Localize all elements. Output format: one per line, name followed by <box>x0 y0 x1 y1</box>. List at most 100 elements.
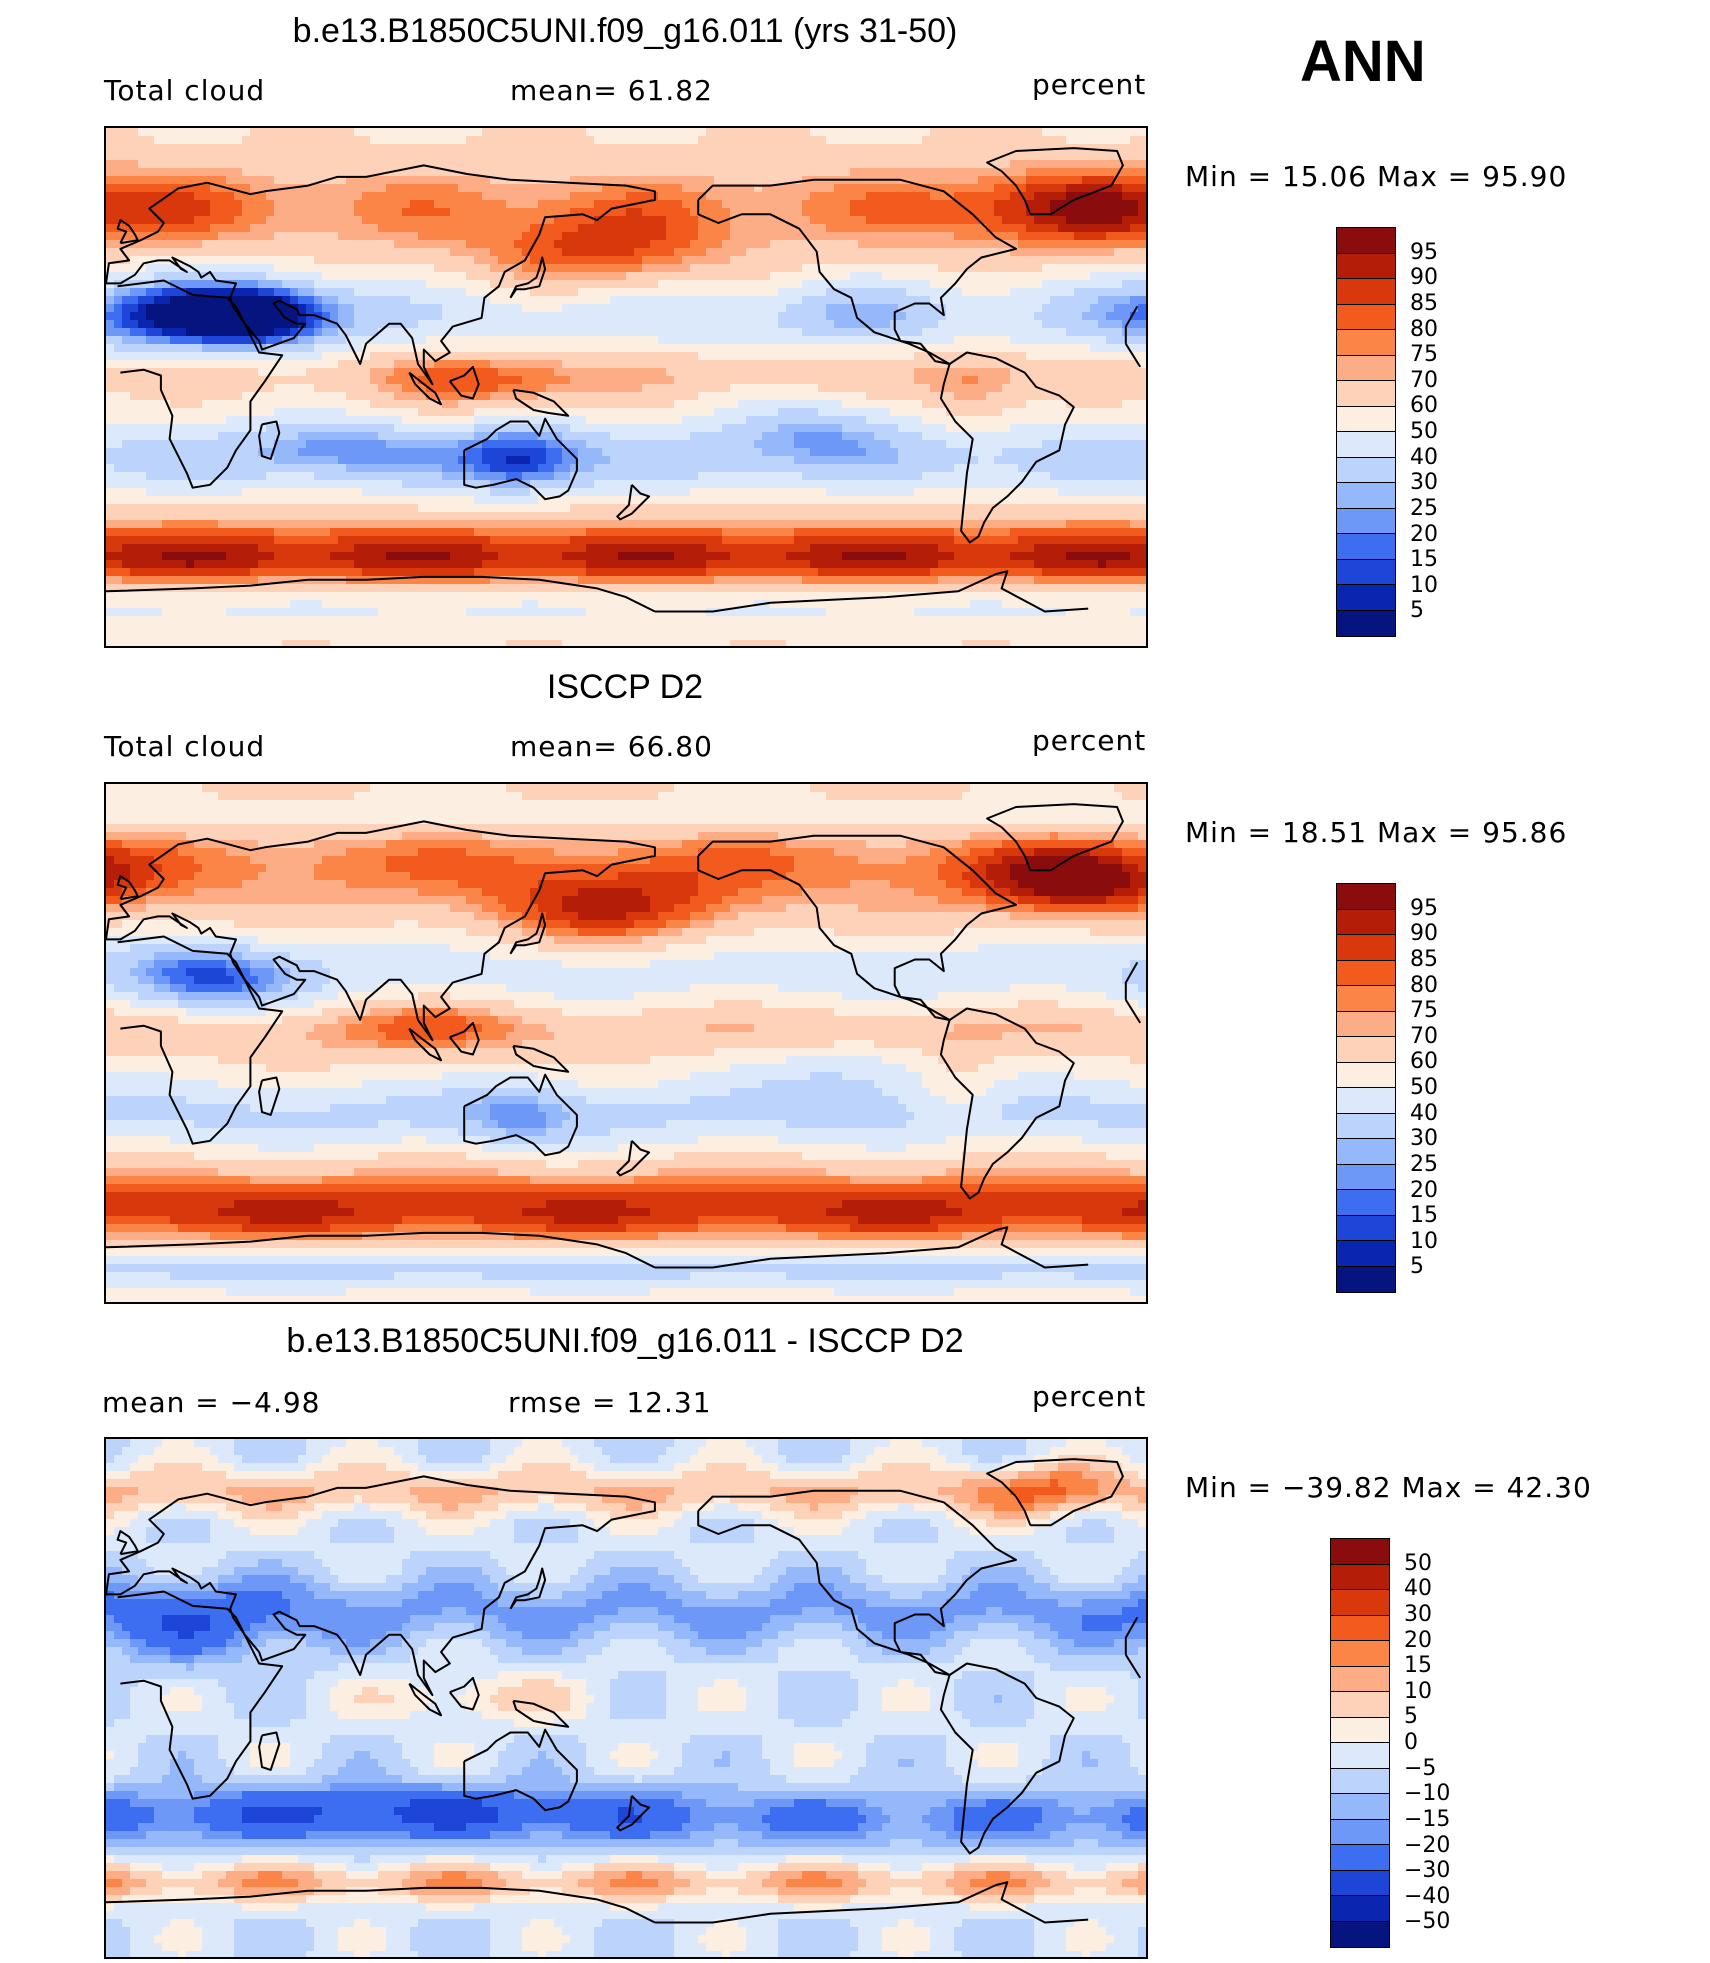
colorbar-level-label: 15 <box>1410 1205 1438 1227</box>
colorbar-level-label: −20 <box>1404 1834 1450 1857</box>
colorbar-swatch <box>1331 1666 1389 1692</box>
panel-2-left-label: Total cloud <box>104 730 265 763</box>
colorbar-swatch <box>1337 559 1395 585</box>
colorbar-level-label: −40 <box>1404 1885 1450 1908</box>
colorbar-level-label: 10 <box>1404 1680 1432 1703</box>
coastline <box>512 1044 570 1073</box>
colorbar-swatch <box>1331 1845 1389 1871</box>
coastline <box>463 1073 578 1157</box>
colorbar-swatch <box>1331 1615 1389 1641</box>
panel-1-mean: mean= 61.82 <box>510 74 713 107</box>
coastline <box>697 834 1017 1021</box>
colorbar-level-label: 95 <box>1410 897 1438 920</box>
colorbar-swatch <box>1337 432 1395 458</box>
coastline <box>986 147 1124 216</box>
coastline <box>408 371 443 406</box>
colorbar-swatch <box>1331 1794 1389 1820</box>
colorbar-level-label: 70 <box>1410 1025 1438 1048</box>
coastline <box>106 1226 1089 1269</box>
colorbar-swatch <box>1331 1692 1389 1718</box>
colorbar-swatch <box>1337 381 1395 407</box>
panel-2-units: percent <box>1032 724 1146 757</box>
colorbar-level-label: 0 <box>1404 1732 1418 1754</box>
colorbar-swatch <box>1337 1088 1395 1114</box>
colorbar-swatch <box>1331 1539 1389 1565</box>
coastline <box>509 256 547 299</box>
coastline <box>258 1076 281 1116</box>
colorbar-level-label: −15 <box>1404 1808 1450 1831</box>
panel-1-colorbar <box>1336 227 1396 637</box>
coastline <box>939 351 1075 544</box>
panel-3-mean: mean = −4.98 <box>102 1386 320 1419</box>
colorbar-level-label: 60 <box>1410 1051 1438 1073</box>
colorbar-level-label: 95 <box>1410 241 1438 264</box>
colorbar-level-label: 20 <box>1410 523 1438 546</box>
colorbar-swatch <box>1337 228 1395 254</box>
colorbar-level-label: −5 <box>1404 1757 1436 1780</box>
colorbar-level-label: 85 <box>1410 948 1438 971</box>
coastline <box>616 484 651 521</box>
colorbar-swatch <box>1331 1590 1389 1616</box>
colorbar-level-label: 75 <box>1410 344 1438 366</box>
coastline <box>449 365 480 400</box>
colorbar-swatch <box>1337 355 1395 381</box>
colorbar-level-label: 50 <box>1410 1077 1438 1099</box>
colorbar-swatch <box>1337 909 1395 935</box>
colorbar-swatch <box>1337 1190 1395 1216</box>
colorbar-level-label: 15 <box>1404 1655 1432 1677</box>
colorbar-swatch <box>1337 1037 1395 1063</box>
colorbar-level-label: 5 <box>1410 1256 1424 1278</box>
colorbar-level-label: 50 <box>1410 421 1438 443</box>
colorbar-level-label: 5 <box>1404 1706 1418 1728</box>
colorbar-swatch <box>1331 1768 1389 1794</box>
coastline <box>106 1881 1089 1924</box>
coastline <box>258 1731 281 1771</box>
colorbar-level-label: 25 <box>1410 1153 1438 1176</box>
colorbar-swatch <box>1337 253 1395 279</box>
colorbar-swatch <box>1331 1743 1389 1769</box>
colorbar-level-label: 70 <box>1410 369 1438 392</box>
coastline <box>116 1530 139 1556</box>
coastline <box>616 1795 651 1832</box>
coastline <box>509 1567 547 1610</box>
panel-1-map <box>104 126 1148 648</box>
colorbar-swatch <box>1337 585 1395 611</box>
coastline <box>106 570 1089 613</box>
colorbar-swatch <box>1337 1266 1395 1292</box>
coastline <box>509 912 547 955</box>
colorbar-level-label: 85 <box>1410 292 1438 315</box>
panel-2-mean: mean= 66.80 <box>510 730 713 763</box>
colorbar-level-label: 80 <box>1410 318 1438 341</box>
coastline <box>258 420 281 460</box>
season-label: ANN <box>1300 28 1426 95</box>
colorbar-swatch <box>1337 986 1395 1012</box>
colorbar-level-label: 30 <box>1410 472 1438 494</box>
colorbar-swatch <box>1337 534 1395 560</box>
colorbar-level-label: −30 <box>1404 1860 1450 1882</box>
coastline <box>697 178 1017 365</box>
colorbar-swatch <box>1337 1139 1395 1165</box>
panel-2-colorbar <box>1336 883 1396 1293</box>
colorbar-swatch <box>1337 304 1395 330</box>
colorbar-level-label: 10 <box>1410 1230 1438 1253</box>
colorbar-level-label: 40 <box>1404 1578 1432 1600</box>
coastline <box>106 820 656 1042</box>
colorbar-swatch <box>1337 935 1395 961</box>
colorbar-level-label: 40 <box>1410 446 1438 469</box>
colorbar-level-label: 50 <box>1404 1552 1432 1575</box>
colorbar-level-label: −10 <box>1404 1783 1450 1805</box>
colorbar-level-label: 5 <box>1410 600 1424 622</box>
coastline <box>106 164 656 386</box>
colorbar-swatch <box>1337 508 1395 534</box>
colorbar-level-label: 90 <box>1410 923 1438 945</box>
panel-1-left-label: Total cloud <box>104 74 265 107</box>
coastline <box>986 803 1124 872</box>
colorbar-level-label: 30 <box>1410 1128 1438 1150</box>
colorbar-swatch <box>1337 330 1395 356</box>
colorbar-swatch <box>1337 1113 1395 1139</box>
coastline <box>408 1682 443 1717</box>
colorbar-swatch <box>1337 1062 1395 1088</box>
coastline <box>939 1007 1075 1200</box>
coastline <box>116 219 139 245</box>
contour-field <box>106 128 1146 646</box>
